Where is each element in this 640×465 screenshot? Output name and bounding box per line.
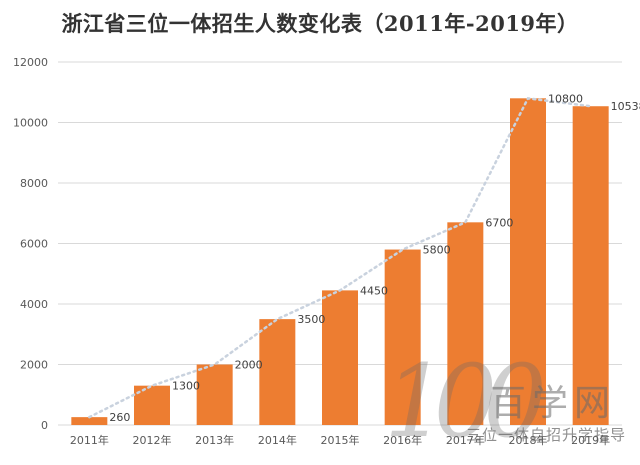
bar — [510, 98, 546, 426]
watermark-slogan: 三位一体自招升学指导 — [466, 426, 627, 444]
watermark-brand: 百学网 — [490, 383, 617, 424]
x-tick-label: 2017年 — [446, 433, 485, 447]
x-tick-label: 2013年 — [195, 433, 234, 447]
y-tick-label: 8000 — [20, 177, 48, 190]
bar — [384, 249, 421, 425]
x-tick-label: 2018年 — [509, 433, 548, 447]
bar — [572, 106, 609, 426]
data-label: 260 — [109, 411, 130, 424]
data-label: 4450 — [360, 284, 388, 297]
x-tick-label: 2011年 — [70, 433, 109, 447]
trendline — [88, 96, 592, 419]
data-label: 10538 — [611, 100, 640, 113]
bar — [322, 290, 358, 425]
chart-title: 浙江省三位一体招生人数变化表（2011年-2019年） — [61, 11, 579, 36]
data-label: 10800 — [548, 92, 583, 105]
data-label: 6700 — [485, 216, 513, 229]
bar — [259, 319, 296, 425]
x-tick-label: 2019年 — [571, 433, 610, 447]
watermark-logo-digits: 100 — [384, 343, 547, 460]
y-tick-label: 4000 — [20, 298, 48, 311]
bar — [71, 417, 108, 425]
y-tick-label: 12000 — [13, 56, 48, 69]
x-tick-label: 2012年 — [133, 433, 172, 447]
data-label: 5800 — [423, 244, 451, 257]
x-tick-label: 2016年 — [383, 433, 422, 447]
y-tick-label: 6000 — [20, 238, 48, 251]
x-tick-label: 2014年 — [258, 433, 297, 447]
y-tick-label: 10000 — [13, 117, 48, 130]
bar — [447, 222, 484, 425]
y-tick-label: 2000 — [20, 359, 48, 372]
data-label: 3500 — [297, 313, 325, 326]
x-tick-label: 2015年 — [321, 433, 360, 447]
data-label: 1300 — [172, 380, 200, 393]
bar — [196, 364, 233, 425]
y-tick-label: 0 — [41, 419, 48, 432]
data-label: 2000 — [235, 359, 263, 372]
